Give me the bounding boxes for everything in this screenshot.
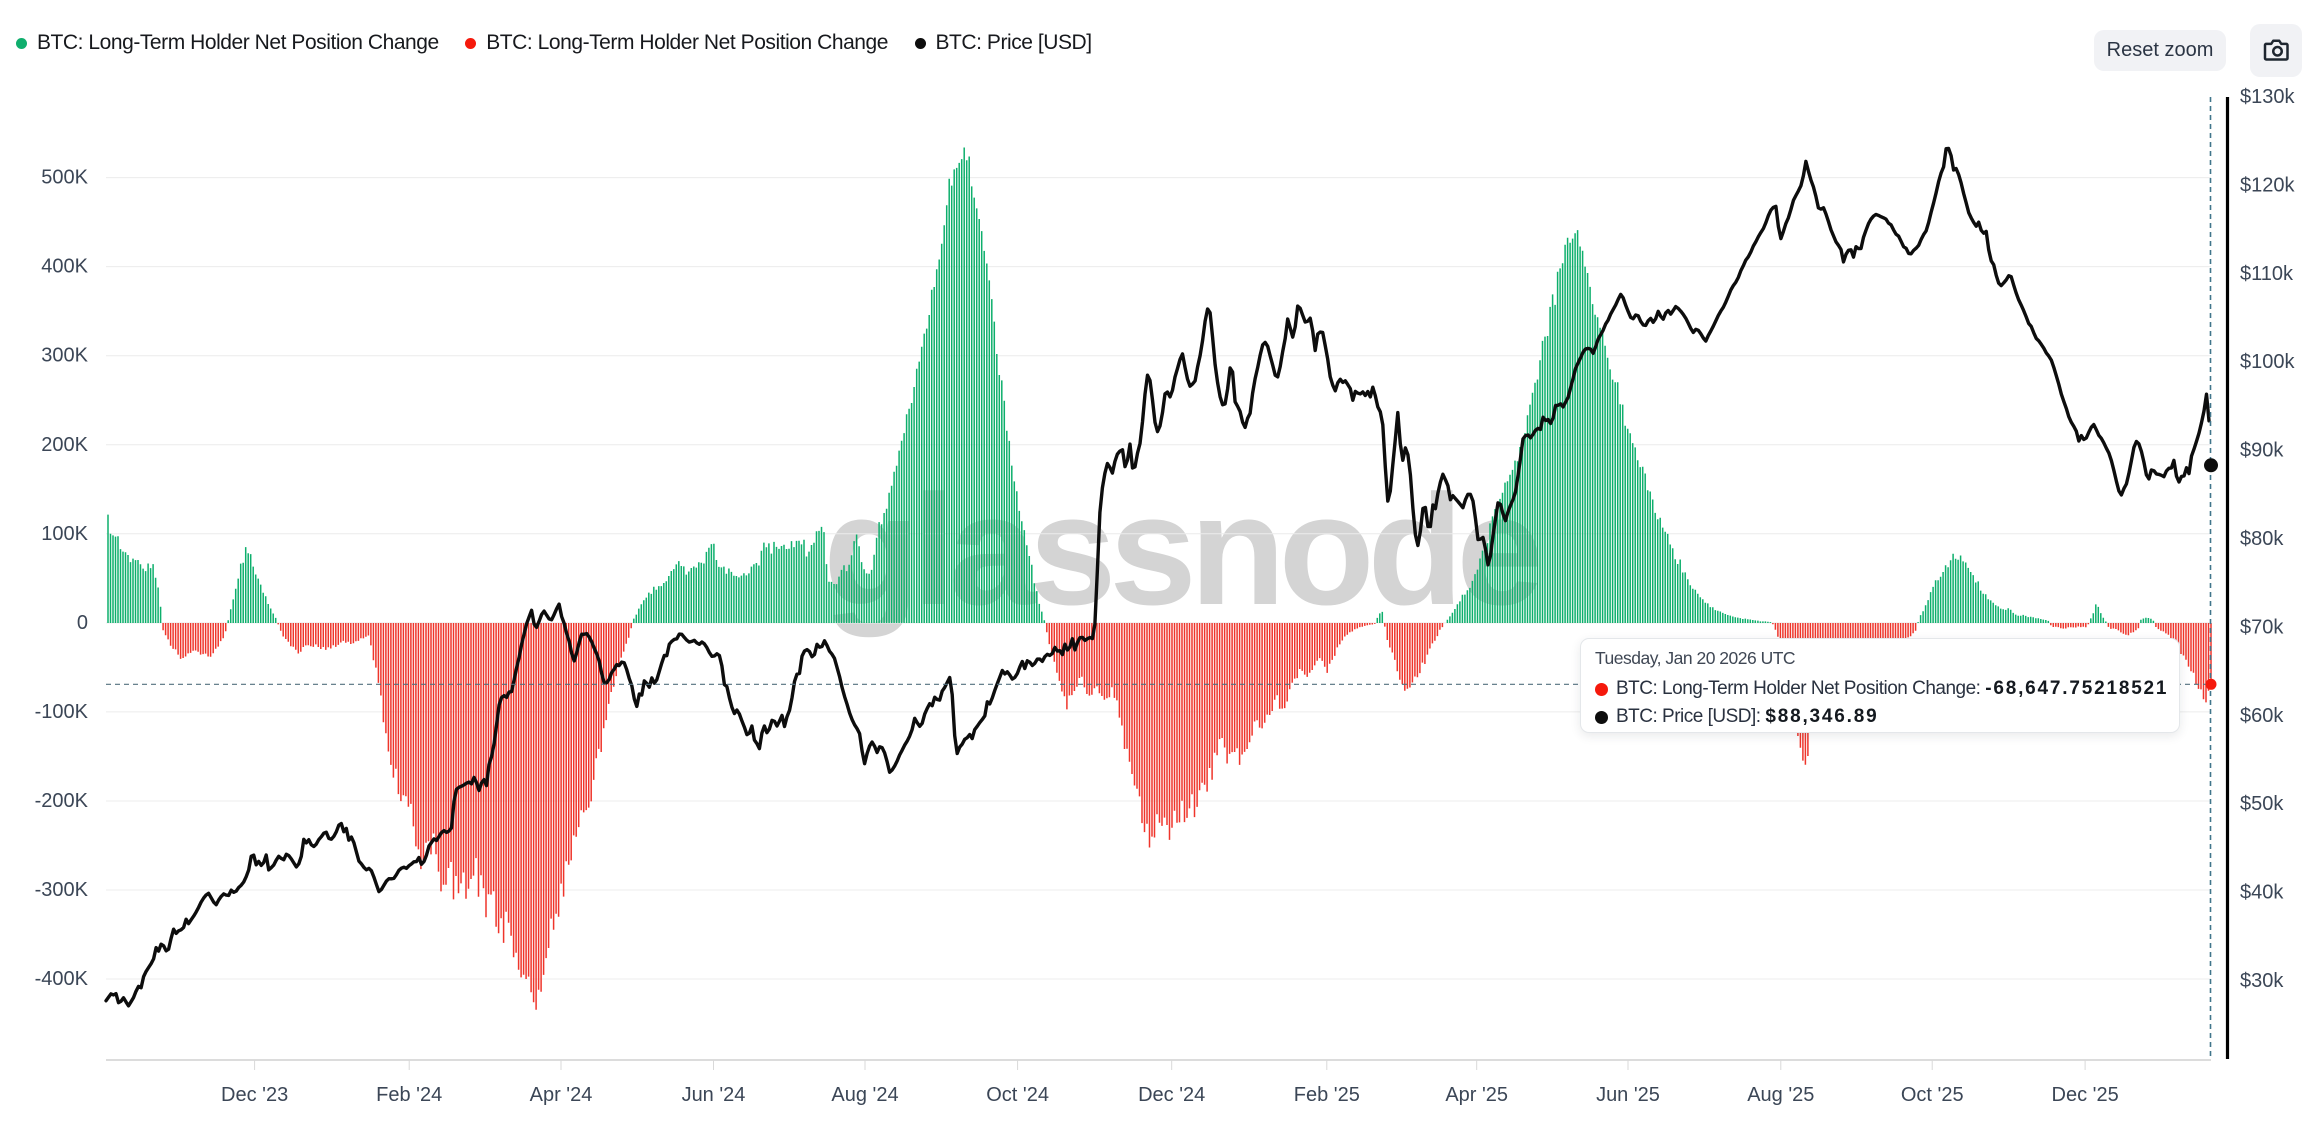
svg-text:$80k: $80k [2240,528,2284,550]
svg-text:glassnode: glassnode [823,463,1538,638]
svg-text:$70k: $70k [2240,616,2284,638]
svg-text:Apr '25: Apr '25 [1445,1084,1508,1106]
svg-text:$90k: $90k [2240,440,2284,462]
svg-text:$110k: $110k [2240,263,2294,285]
svg-text:-400K: -400K [35,968,89,990]
svg-text:Dec '25: Dec '25 [2052,1084,2119,1106]
svg-text:$100k: $100k [2240,351,2295,373]
svg-text:Oct '25: Oct '25 [1901,1084,1964,1106]
svg-text:-300K: -300K [35,879,89,901]
svg-text:-100K: -100K [35,701,89,723]
svg-text:Aug '25: Aug '25 [1747,1084,1814,1106]
svg-text:$40k: $40k [2240,882,2284,904]
svg-text:$50k: $50k [2240,793,2284,815]
svg-text:$130k: $130k [2240,86,2295,108]
svg-text:Aug '24: Aug '24 [831,1084,898,1106]
svg-text:Feb '25: Feb '25 [1294,1084,1360,1106]
svg-text:300K: 300K [41,345,88,367]
svg-text:Jun '25: Jun '25 [1596,1084,1660,1106]
svg-text:Apr '24: Apr '24 [530,1084,593,1106]
svg-text:100K: 100K [41,523,88,545]
svg-text:$120k: $120k [2240,174,2295,196]
svg-text:200K: 200K [41,434,88,456]
svg-text:$30k: $30k [2240,970,2284,992]
svg-text:0: 0 [77,612,88,634]
svg-text:Feb '24: Feb '24 [376,1084,442,1106]
svg-text:-200K: -200K [35,790,89,812]
svg-text:Oct '24: Oct '24 [986,1084,1049,1106]
svg-text:Dec '23: Dec '23 [221,1084,288,1106]
svg-text:Dec '24: Dec '24 [1138,1084,1205,1106]
svg-text:400K: 400K [41,256,88,278]
svg-text:Jun '24: Jun '24 [682,1084,746,1106]
svg-text:$60k: $60k [2240,705,2284,727]
svg-text:500K: 500K [41,167,88,189]
